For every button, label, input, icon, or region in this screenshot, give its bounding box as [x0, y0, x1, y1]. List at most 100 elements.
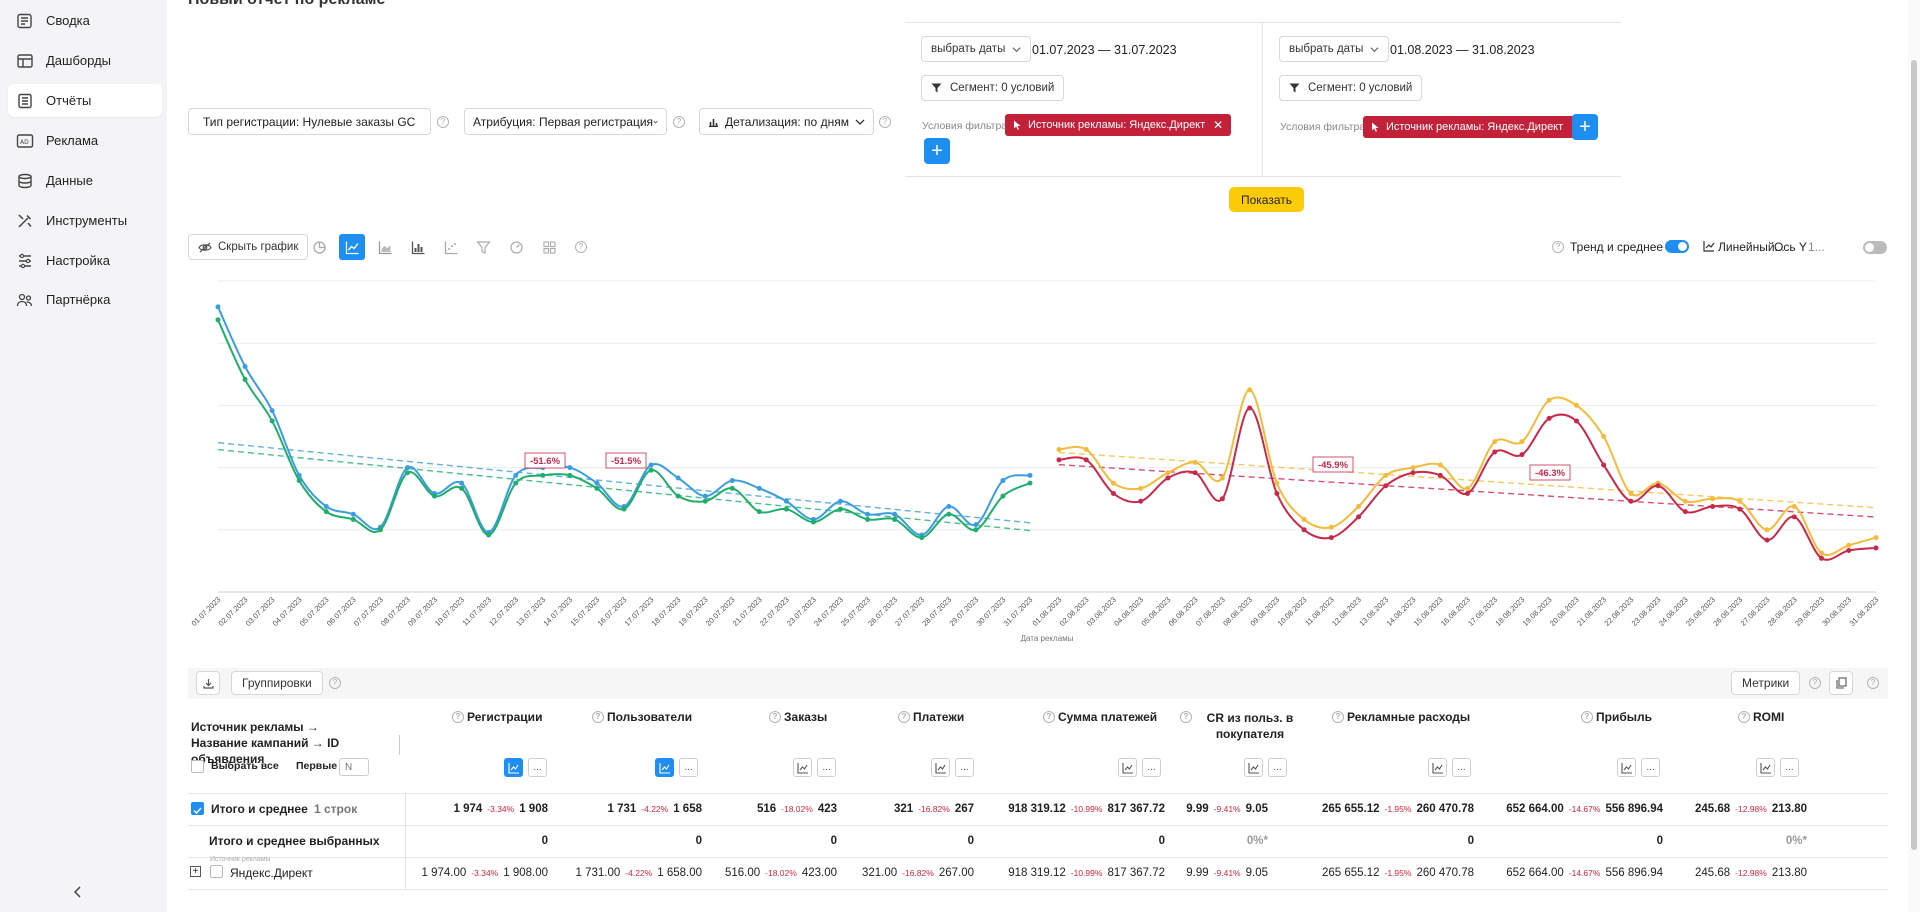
data-point[interactable] [215, 317, 221, 323]
data-point[interactable] [1628, 498, 1634, 504]
data-point[interactable] [1192, 470, 1198, 476]
data-point[interactable] [1764, 537, 1770, 543]
help-icon[interactable]: ? [1180, 711, 1192, 723]
data-point[interactable] [1873, 545, 1879, 551]
data-point[interactable] [1492, 449, 1498, 455]
data-point[interactable] [459, 480, 465, 486]
scatter-chart-view-button[interactable] [438, 234, 464, 260]
data-point[interactable] [1465, 485, 1470, 491]
data-point[interactable] [648, 462, 654, 468]
export-button[interactable] [196, 671, 220, 695]
bar-chart-view-button[interactable] [405, 234, 431, 260]
data-point[interactable] [702, 498, 708, 504]
column-chart-toggle[interactable] [931, 758, 950, 777]
data-point[interactable] [865, 511, 871, 517]
help-icon[interactable]: ? [673, 116, 685, 128]
data-point[interactable] [323, 509, 329, 515]
data-point[interactable] [892, 511, 898, 517]
data-point[interactable] [1655, 483, 1661, 489]
data-point[interactable] [1710, 496, 1716, 502]
data-point[interactable] [1546, 415, 1552, 421]
groupings-button[interactable]: Группировки [231, 671, 323, 695]
column-more-button[interactable]: ... [1641, 758, 1660, 777]
data-point[interactable] [1247, 387, 1253, 393]
help-icon[interactable]: ? [1552, 241, 1564, 253]
column-more-button[interactable]: ... [679, 758, 698, 777]
help-icon[interactable]: ? [1581, 711, 1593, 723]
help-icon[interactable]: ? [879, 116, 891, 128]
data-point[interactable] [1601, 462, 1607, 468]
column-more-button[interactable]: ... [528, 758, 547, 777]
data-point[interactable] [1519, 452, 1525, 458]
expand-row-button[interactable]: + [190, 866, 201, 877]
data-point[interactable] [1110, 480, 1116, 486]
data-point[interactable] [1138, 498, 1144, 504]
data-point[interactable] [350, 511, 356, 517]
segment-button-2[interactable]: Сегмент: 0 условий [1279, 75, 1423, 101]
column-chart-toggle[interactable] [655, 758, 674, 777]
series-line[interactable] [1058, 406, 1877, 561]
data-point[interactable] [1165, 475, 1171, 481]
data-point[interactable] [1383, 472, 1389, 478]
column-chart-toggle[interactable] [793, 758, 812, 777]
add-filter-button-2[interactable]: + [1572, 114, 1598, 140]
help-icon[interactable]: ? [769, 711, 781, 723]
column-header[interactable]: ? Платежи [898, 710, 964, 724]
trend-toggle[interactable] [1665, 240, 1689, 253]
data-point[interactable] [377, 527, 383, 533]
column-more-button[interactable]: ... [1452, 758, 1471, 777]
data-point[interactable] [1846, 542, 1852, 548]
sidebar-item-reports[interactable]: Отчёты [8, 84, 162, 117]
help-icon[interactable]: ? [1332, 711, 1344, 723]
data-point[interactable] [1628, 491, 1634, 497]
data-point[interactable] [1546, 397, 1552, 403]
column-header[interactable]: ? ROMI [1738, 710, 1784, 724]
data-point[interactable] [1000, 478, 1006, 484]
data-point[interactable] [1437, 462, 1443, 468]
data-point[interactable] [1383, 483, 1389, 489]
data-point[interactable] [1819, 555, 1825, 561]
data-point[interactable] [783, 498, 789, 504]
data-point[interactable] [1000, 493, 1006, 499]
data-point[interactable] [323, 503, 329, 509]
help-icon[interactable]: ? [329, 677, 341, 689]
data-point[interactable] [540, 472, 546, 478]
first-n-input[interactable] [339, 758, 369, 776]
data-point[interactable] [783, 506, 789, 512]
total-row-checkbox[interactable] [191, 802, 204, 815]
help-icon[interactable]: ? [437, 116, 449, 128]
data-point[interactable] [1328, 524, 1334, 530]
axis-y-toggle[interactable] [1863, 241, 1887, 254]
sidebar-item-summary[interactable]: Сводка [8, 4, 162, 37]
column-more-button[interactable]: ... [1268, 758, 1287, 777]
data-point[interactable] [513, 480, 519, 486]
gauge-view-button[interactable] [503, 234, 529, 260]
data-point[interactable] [621, 506, 627, 512]
data-point[interactable] [1791, 503, 1797, 509]
help-icon[interactable]: ? [1867, 677, 1879, 689]
pick-dates-dropdown-2[interactable]: выбрать даты [1279, 36, 1390, 62]
data-point[interactable] [1056, 446, 1062, 452]
data-point[interactable] [1247, 405, 1253, 411]
row-checkbox[interactable] [210, 865, 223, 878]
data-point[interactable] [1027, 472, 1033, 478]
data-point[interactable] [1791, 514, 1797, 520]
data-point[interactable] [486, 532, 492, 538]
column-header[interactable]: ? Регистрации [452, 710, 542, 724]
data-point[interactable] [892, 516, 898, 522]
column-chart-toggle[interactable] [1118, 758, 1137, 777]
data-point[interactable] [513, 472, 519, 478]
data-point[interactable] [1519, 439, 1525, 445]
data-point[interactable] [1192, 459, 1198, 465]
data-point[interactable] [946, 503, 952, 509]
sidebar-item-data[interactable]: Данные [8, 164, 162, 197]
data-point[interactable] [946, 511, 952, 517]
data-point[interactable] [1601, 434, 1607, 439]
data-point[interactable] [1138, 485, 1144, 491]
help-icon[interactable]: ? [1738, 711, 1750, 723]
add-filter-button-1[interactable]: + [924, 138, 950, 164]
help-icon[interactable]: ? [592, 711, 604, 723]
data-point[interactable] [973, 527, 979, 533]
data-point[interactable] [1492, 439, 1498, 445]
data-point[interactable] [1083, 446, 1089, 452]
